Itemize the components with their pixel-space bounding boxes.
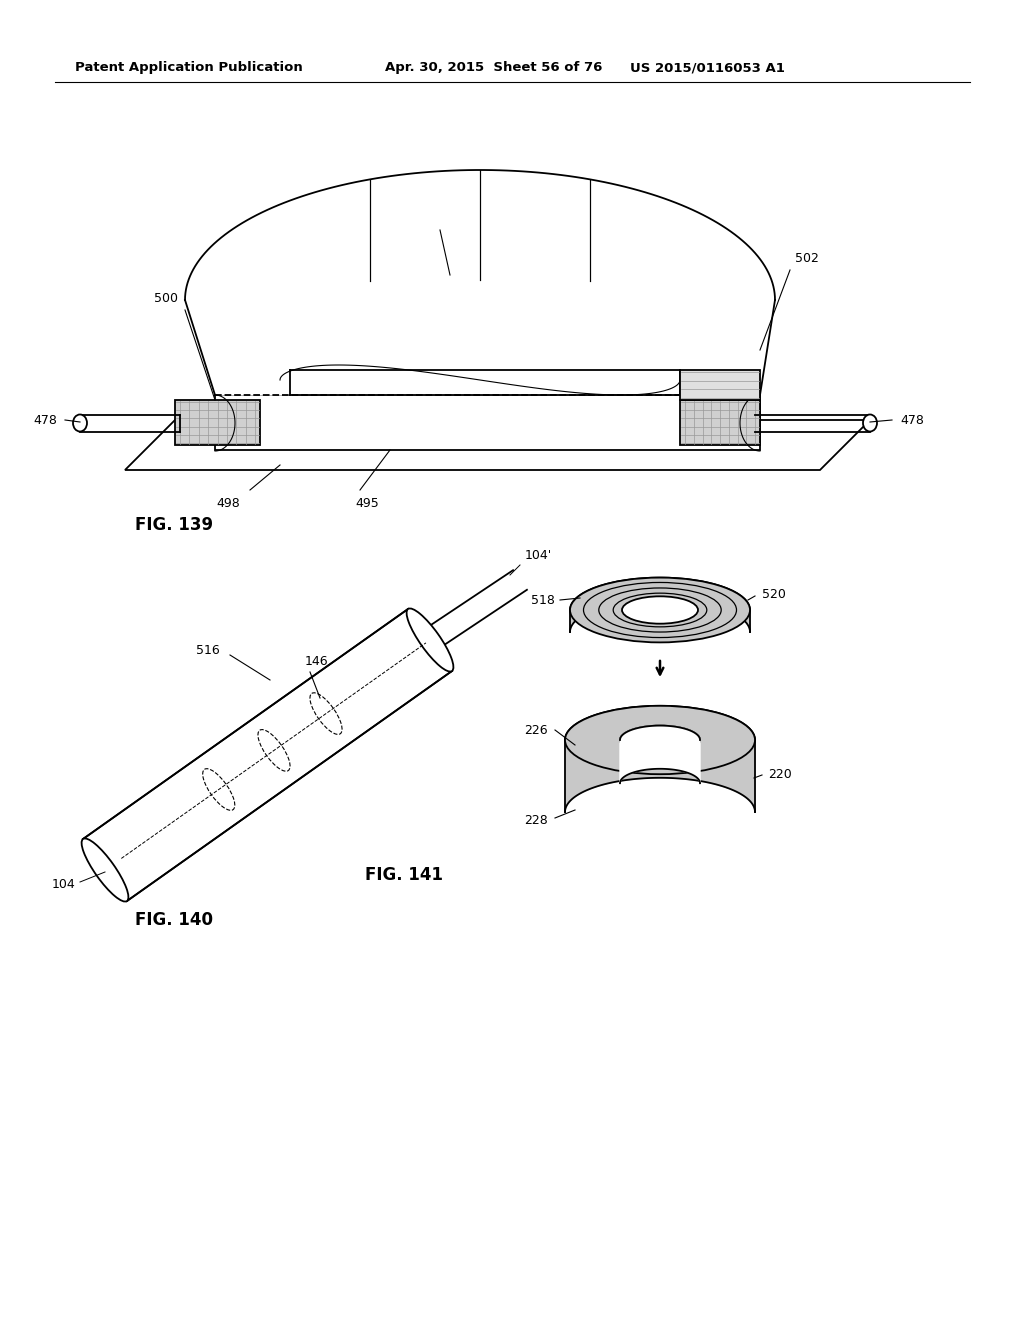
Text: 520: 520 — [762, 587, 785, 601]
Text: FIG. 139: FIG. 139 — [135, 516, 213, 535]
Text: Patent Application Publication: Patent Application Publication — [75, 62, 303, 74]
Polygon shape — [620, 726, 700, 783]
Polygon shape — [83, 609, 452, 902]
Polygon shape — [565, 706, 755, 812]
Polygon shape — [680, 400, 760, 445]
Text: 516: 516 — [407, 213, 430, 224]
Text: 495: 495 — [355, 498, 379, 510]
Text: 518: 518 — [531, 594, 555, 606]
Polygon shape — [175, 400, 260, 445]
Polygon shape — [570, 578, 750, 632]
Text: 478: 478 — [33, 413, 57, 426]
Text: Apr. 30, 2015  Sheet 56 of 76: Apr. 30, 2015 Sheet 56 of 76 — [385, 62, 602, 74]
Polygon shape — [185, 170, 775, 395]
Ellipse shape — [570, 578, 750, 643]
Text: 502: 502 — [795, 252, 819, 265]
Ellipse shape — [407, 609, 454, 672]
Text: 220: 220 — [768, 768, 792, 781]
Text: 104: 104 — [51, 879, 75, 891]
Text: 516: 516 — [197, 644, 220, 656]
Ellipse shape — [73, 414, 87, 432]
Text: US 2015/0116053 A1: US 2015/0116053 A1 — [630, 62, 784, 74]
Text: FIG. 140: FIG. 140 — [135, 911, 213, 929]
Ellipse shape — [82, 838, 128, 902]
Ellipse shape — [622, 597, 698, 623]
Text: 498: 498 — [216, 498, 240, 510]
Ellipse shape — [565, 706, 755, 775]
Polygon shape — [125, 420, 870, 470]
Polygon shape — [680, 370, 760, 400]
Text: FIG. 141: FIG. 141 — [365, 866, 443, 884]
Text: 478: 478 — [900, 413, 924, 426]
Ellipse shape — [620, 726, 700, 755]
Text: 500: 500 — [154, 292, 178, 305]
Text: 146: 146 — [305, 655, 329, 668]
Polygon shape — [215, 395, 760, 450]
Ellipse shape — [863, 414, 877, 432]
Text: 104': 104' — [525, 549, 552, 562]
Text: 228: 228 — [524, 813, 548, 826]
Text: 226: 226 — [524, 723, 548, 737]
